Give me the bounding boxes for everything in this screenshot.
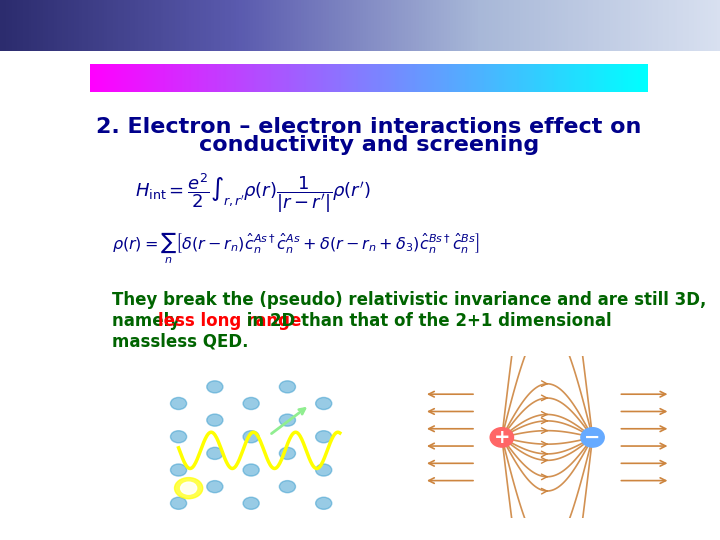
Circle shape (207, 414, 223, 426)
Text: conductivity and screening: conductivity and screening (199, 136, 539, 156)
Text: 2. Electron – electron interactions effect on: 2. Electron – electron interactions effe… (96, 117, 642, 137)
Text: in 2D than that of the 2+1 dimensional: in 2D than that of the 2+1 dimensional (240, 312, 611, 330)
Circle shape (171, 397, 186, 409)
Circle shape (315, 497, 332, 509)
Circle shape (315, 431, 332, 443)
Text: massless QED.: massless QED. (112, 333, 249, 351)
Circle shape (171, 431, 186, 443)
Circle shape (315, 397, 332, 409)
Circle shape (279, 481, 295, 492)
Circle shape (581, 428, 604, 447)
Circle shape (490, 428, 513, 447)
Text: less long range: less long range (158, 312, 302, 330)
Circle shape (243, 497, 259, 509)
Circle shape (243, 397, 259, 409)
Circle shape (243, 431, 259, 443)
Text: −: − (585, 428, 600, 447)
Circle shape (181, 482, 197, 494)
Text: +: + (494, 428, 510, 447)
Circle shape (279, 447, 295, 460)
Circle shape (174, 477, 203, 499)
Text: $H_{\mathrm{int}} = \dfrac{e^2}{2}\int_{r,r'} \rho(r)\dfrac{1}{|r-r'|}\rho(r')$: $H_{\mathrm{int}} = \dfrac{e^2}{2}\int_{… (135, 171, 370, 214)
Circle shape (207, 481, 223, 492)
Circle shape (279, 381, 295, 393)
Circle shape (315, 464, 332, 476)
Text: namely: namely (112, 312, 186, 330)
Circle shape (171, 497, 186, 509)
Circle shape (243, 464, 259, 476)
Circle shape (171, 464, 186, 476)
Text: $\rho(r)= \sum_n\left[\delta(r-r_n)\hat{c}_n^{As\dagger}\hat{c}_n^{As}+\delta(r-: $\rho(r)= \sum_n\left[\delta(r-r_n)\hat{… (112, 231, 480, 266)
Circle shape (207, 381, 223, 393)
Circle shape (207, 447, 223, 460)
Text: They break the (pseudo) relativistic invariance and are still 3D,: They break the (pseudo) relativistic inv… (112, 292, 707, 309)
Circle shape (279, 414, 295, 426)
